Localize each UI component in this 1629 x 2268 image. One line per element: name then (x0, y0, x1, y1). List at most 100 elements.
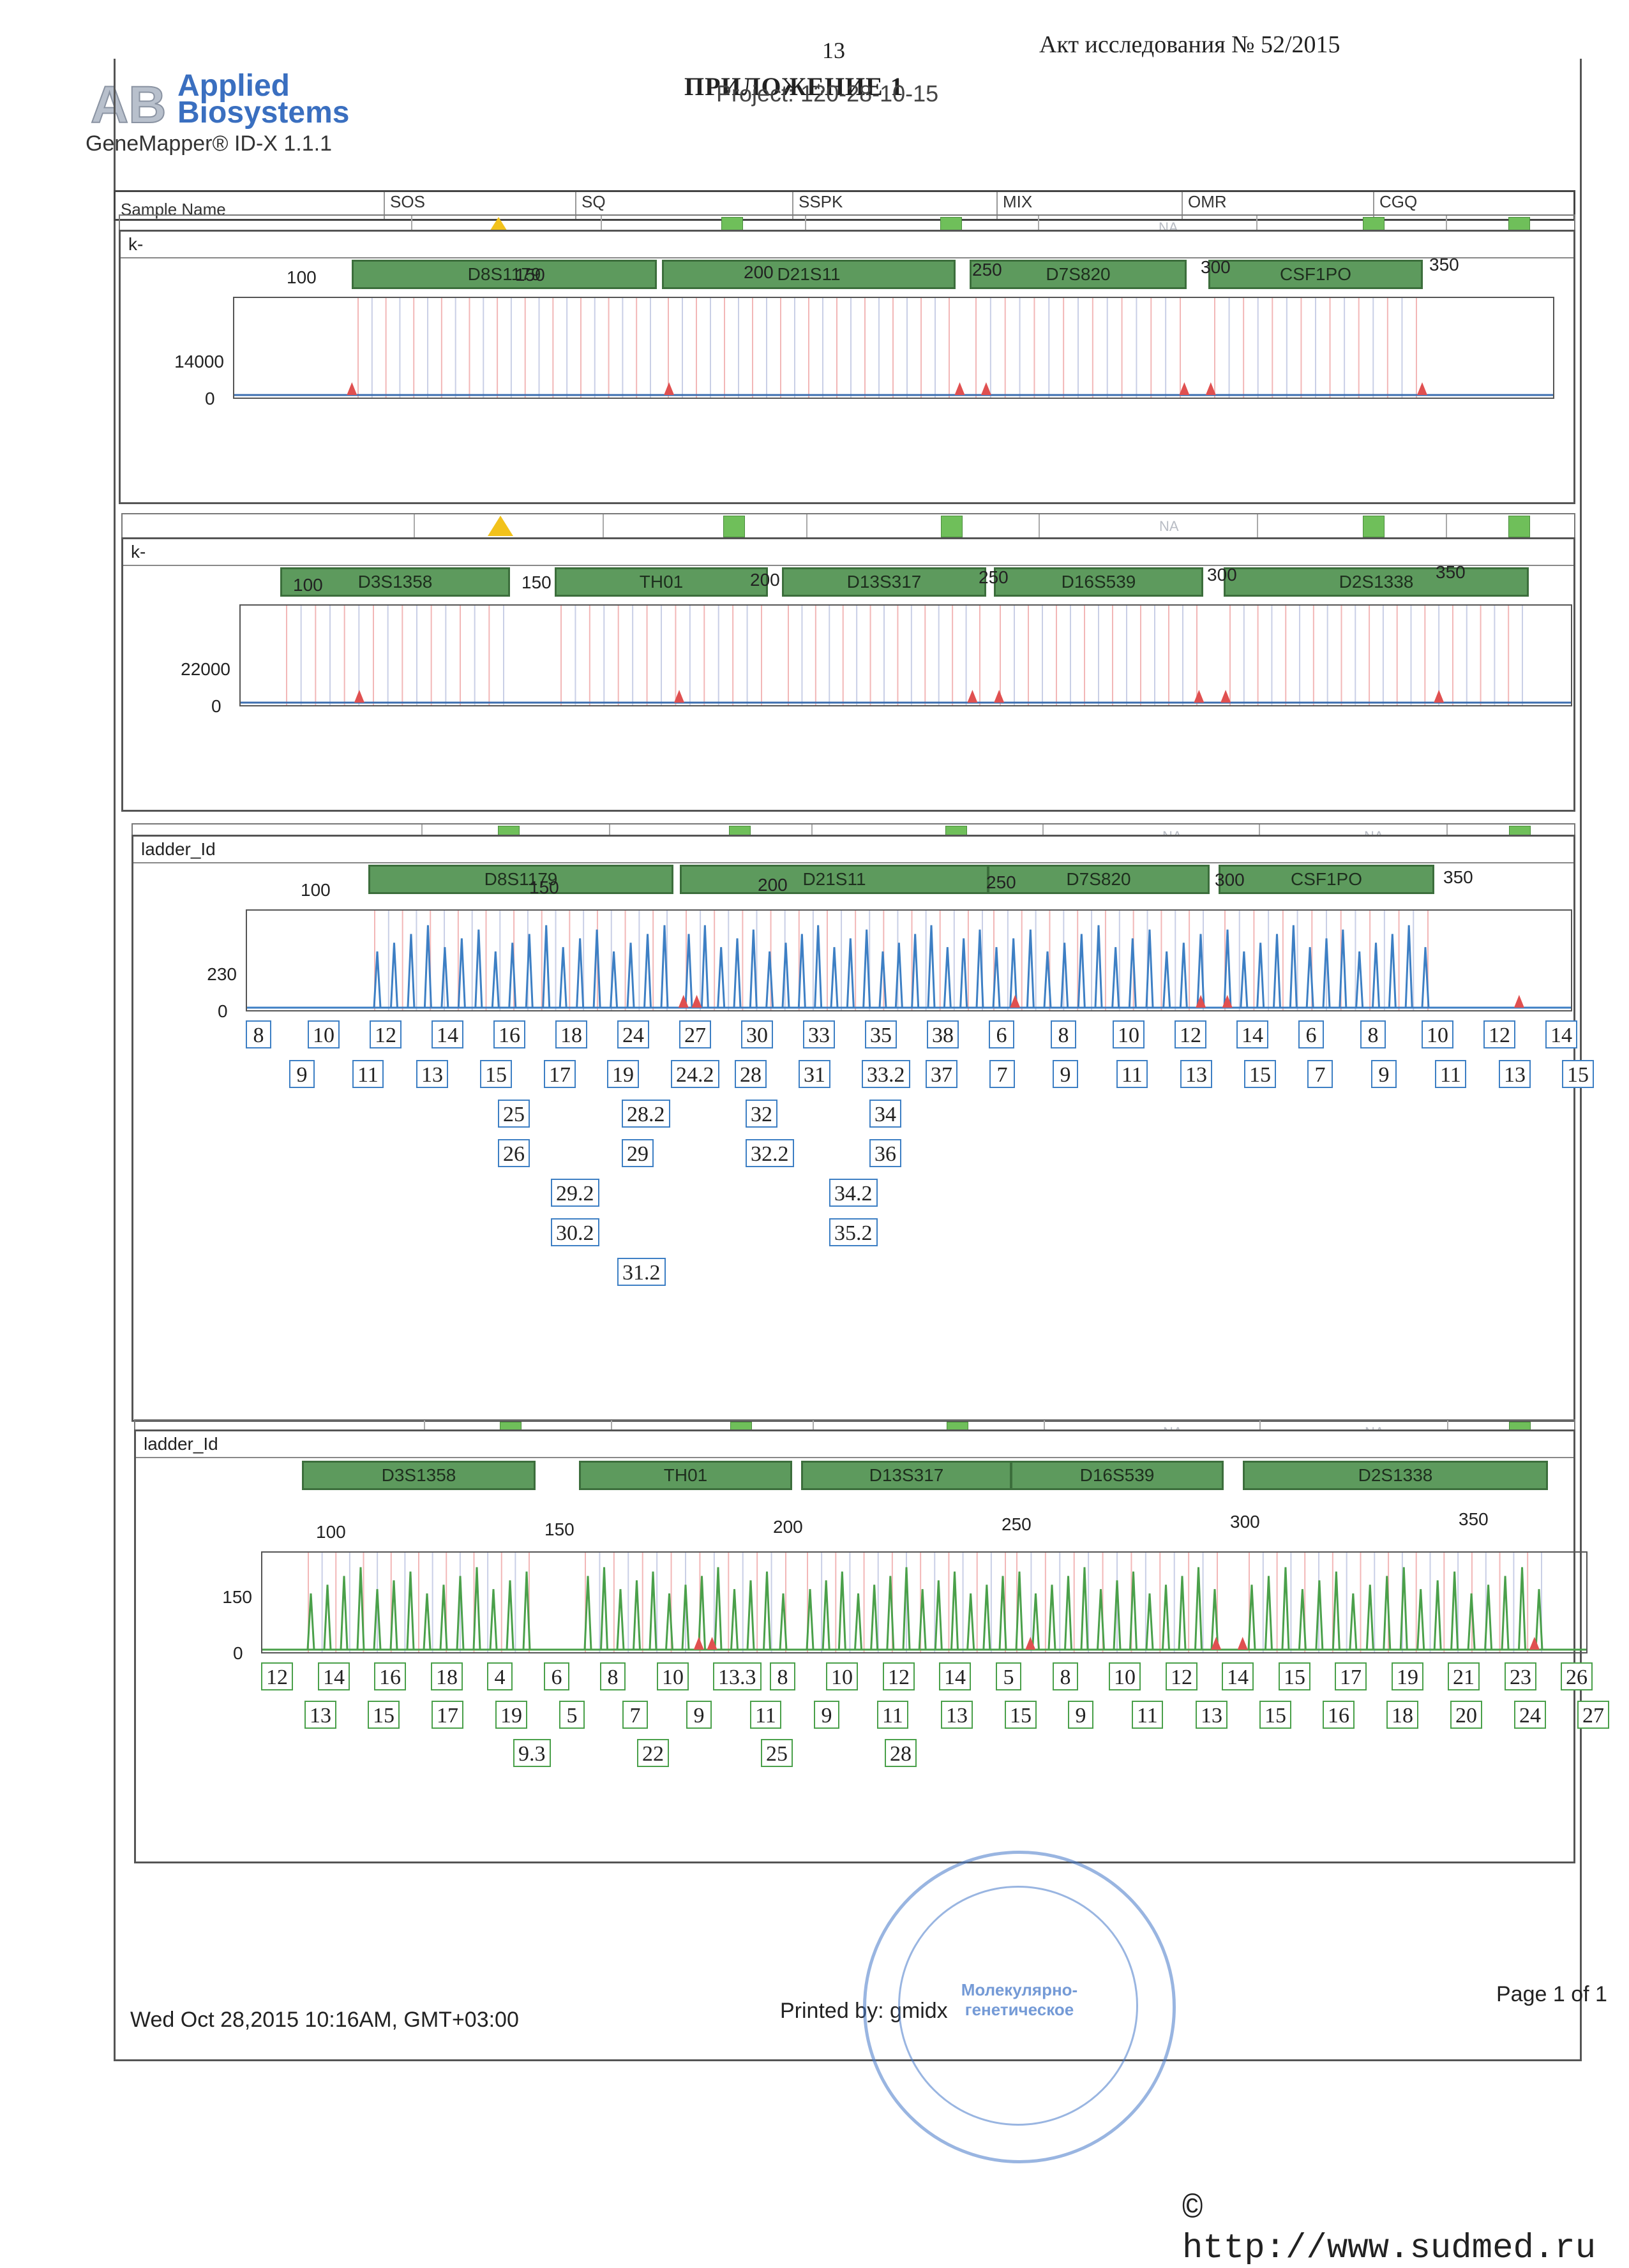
allele-call-label[interactable]: 35 (865, 1020, 897, 1048)
allele-call-label[interactable]: 5 (996, 1662, 1021, 1690)
allele-call-label[interactable]: 9 (1371, 1060, 1397, 1088)
marker-d7s820[interactable]: D7S820 (970, 260, 1187, 289)
allele-call-label[interactable]: 18 (1386, 1701, 1418, 1729)
allele-call-label[interactable]: 14 (432, 1020, 463, 1048)
marker-d3s1358[interactable]: D3S1358 (280, 567, 510, 597)
marker-d21s11[interactable]: D21S11 (662, 260, 956, 289)
marker-d16s539[interactable]: D16S539 (1010, 1461, 1224, 1490)
allele-call-label[interactable]: 15 (1259, 1701, 1291, 1729)
marker-d3s1358[interactable]: D3S1358 (302, 1461, 536, 1490)
allele-call-label[interactable]: 35.2 (829, 1218, 878, 1246)
allele-call-label[interactable]: 6 (1298, 1020, 1324, 1048)
allele-call-label[interactable]: 10 (657, 1662, 689, 1690)
allele-call-label[interactable]: 7 (1307, 1060, 1333, 1088)
allele-call-label[interactable]: 31 (799, 1060, 830, 1088)
allele-call-label[interactable]: 12 (1483, 1020, 1515, 1048)
allele-call-label[interactable]: 15 (1005, 1701, 1037, 1729)
allele-call-label[interactable]: 26 (1561, 1662, 1593, 1690)
allele-call-label[interactable]: 13 (941, 1701, 973, 1729)
allele-call-label[interactable]: 19 (495, 1701, 527, 1729)
allele-call-label[interactable]: 16 (374, 1662, 406, 1690)
allele-call-label[interactable]: 9 (1068, 1701, 1093, 1729)
allele-call-label[interactable]: 12 (261, 1662, 293, 1690)
marker-d16s539[interactable]: D16S539 (994, 567, 1203, 597)
marker-csf1po[interactable]: CSF1PO (1219, 865, 1434, 894)
marker-d13s317[interactable]: D13S317 (801, 1461, 1012, 1490)
allele-call-label[interactable]: 15 (1279, 1662, 1310, 1690)
allele-call-label[interactable]: 9.3 (513, 1739, 551, 1767)
allele-call-label[interactable]: 4 (487, 1662, 513, 1690)
allele-call-label[interactable]: 8 (1051, 1020, 1076, 1048)
allele-call-label[interactable]: 7 (622, 1701, 648, 1729)
allele-call-label[interactable]: 11 (1435, 1060, 1466, 1088)
allele-call-label[interactable]: 34.2 (829, 1179, 878, 1207)
allele-call-label[interactable]: 9 (686, 1701, 712, 1729)
allele-call-label[interactable]: 5 (559, 1701, 585, 1729)
allele-call-label[interactable]: 24 (1514, 1701, 1546, 1729)
allele-call-label[interactable]: 11 (877, 1701, 908, 1729)
allele-call-label[interactable]: 14 (1222, 1662, 1254, 1690)
allele-call-label[interactable]: 14 (318, 1662, 350, 1690)
allele-call-label[interactable]: 11 (1116, 1060, 1148, 1088)
marker-d8s1179[interactable]: D8S1179 (368, 865, 673, 894)
allele-call-label[interactable]: 23 (1505, 1662, 1536, 1690)
allele-call-label[interactable]: 10 (1109, 1662, 1141, 1690)
allele-call-label[interactable]: 8 (600, 1662, 626, 1690)
allele-call-label[interactable]: 14 (1545, 1020, 1577, 1048)
allele-call-label[interactable]: 19 (1392, 1662, 1423, 1690)
allele-call-label[interactable]: 17 (432, 1701, 463, 1729)
allele-call-label[interactable]: 20 (1450, 1701, 1482, 1729)
allele-call-label[interactable]: 10 (308, 1020, 340, 1048)
marker-th01[interactable]: TH01 (555, 567, 768, 597)
allele-call-label[interactable]: 31.2 (617, 1258, 666, 1286)
allele-call-label[interactable]: 28.2 (622, 1100, 670, 1128)
allele-call-label[interactable]: 30 (741, 1020, 773, 1048)
allele-call-label[interactable]: 33.2 (862, 1060, 910, 1088)
allele-call-label[interactable]: 38 (927, 1020, 959, 1048)
marker-d13s317[interactable]: D13S317 (782, 567, 986, 597)
allele-call-label[interactable]: 27 (1577, 1701, 1609, 1729)
allele-call-label[interactable]: 10 (1422, 1020, 1453, 1048)
allele-call-label[interactable]: 7 (989, 1060, 1015, 1088)
allele-call-label[interactable]: 21 (1448, 1662, 1480, 1690)
marker-d2s1338[interactable]: D2S1338 (1243, 1461, 1548, 1490)
allele-call-label[interactable]: 36 (869, 1139, 901, 1167)
allele-call-label[interactable]: 8 (770, 1662, 795, 1690)
allele-call-label[interactable]: 37 (926, 1060, 957, 1088)
allele-call-label[interactable]: 12 (883, 1662, 915, 1690)
allele-call-label[interactable]: 16 (1323, 1701, 1355, 1729)
allele-call-label[interactable]: 27 (679, 1020, 711, 1048)
allele-call-label[interactable]: 13 (1180, 1060, 1212, 1088)
allele-call-label[interactable]: 15 (480, 1060, 512, 1088)
allele-call-label[interactable]: 15 (368, 1701, 400, 1729)
allele-call-label[interactable]: 25 (498, 1100, 530, 1128)
allele-call-label[interactable]: 19 (607, 1060, 639, 1088)
allele-call-label[interactable]: 12 (1166, 1662, 1197, 1690)
allele-call-label[interactable]: 26 (498, 1139, 530, 1167)
allele-call-label[interactable]: 24 (617, 1020, 649, 1048)
marker-d8s1179[interactable]: D8S1179 (352, 260, 657, 289)
allele-call-label[interactable]: 6 (544, 1662, 569, 1690)
allele-call-label[interactable]: 18 (431, 1662, 463, 1690)
allele-call-label[interactable]: 10 (826, 1662, 858, 1690)
allele-call-label[interactable]: 14 (939, 1662, 971, 1690)
allele-call-label[interactable]: 13 (1499, 1060, 1531, 1088)
allele-call-label[interactable]: 17 (1335, 1662, 1367, 1690)
allele-call-label[interactable]: 34 (869, 1100, 901, 1128)
allele-call-label[interactable]: 8 (1360, 1020, 1386, 1048)
allele-call-label[interactable]: 10 (1113, 1020, 1145, 1048)
allele-call-label[interactable]: 9 (289, 1060, 315, 1088)
allele-call-label[interactable]: 8 (246, 1020, 271, 1048)
allele-call-label[interactable]: 29.2 (551, 1179, 599, 1207)
allele-call-label[interactable]: 15 (1562, 1060, 1594, 1088)
marker-csf1po[interactable]: CSF1PO (1208, 260, 1423, 289)
allele-call-label[interactable]: 15 (1244, 1060, 1276, 1088)
allele-call-label[interactable]: 30.2 (551, 1218, 599, 1246)
marker-d2s1338[interactable]: D2S1338 (1224, 567, 1529, 597)
allele-call-label[interactable]: 28 (885, 1739, 917, 1767)
allele-call-label[interactable]: 8 (1053, 1662, 1078, 1690)
allele-call-label[interactable]: 12 (370, 1020, 402, 1048)
marker-d21s11[interactable]: D21S11 (680, 865, 989, 894)
allele-call-label[interactable]: 13 (304, 1701, 336, 1729)
allele-call-label[interactable]: 32.2 (746, 1139, 794, 1167)
